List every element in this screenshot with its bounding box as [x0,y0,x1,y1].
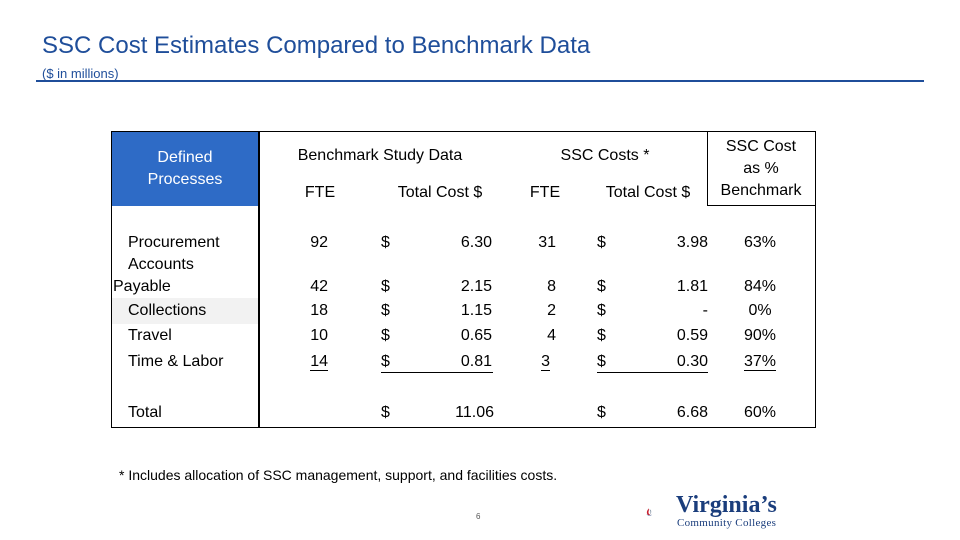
benchmark-cost: 6.30 [460,234,492,251]
ssc-pct: 84% [743,278,777,295]
page-number: 6 [476,512,481,521]
page-subtitle: ($ in millions) [42,66,119,81]
ssc-cost: 0.59 [676,327,708,344]
total-benchmark-cost: 11.06 [455,404,494,421]
total-ssc-cost: 6.68 [676,404,708,421]
pct-header-line1: SSC Cost [725,138,797,155]
ssc-fte: 2 [547,302,556,319]
ssc-total-header: Total Cost $ [605,184,691,201]
ssc-currency: $ [597,234,606,251]
data-table-box [259,131,816,428]
ssc-currency: $ [597,278,606,295]
process-label: Accounts [128,256,194,273]
benchmark-fte: 92 [310,234,328,251]
pct-header-underline [707,205,816,206]
process-column-box: Defined Processes [111,131,259,428]
benchmark-header: Benchmark Study Data [297,147,463,164]
process-label: Collections [128,302,207,319]
total-pct: 60% [743,404,777,421]
benchmark-cost: 0.65 [460,327,492,344]
process-label: Travel [128,327,172,344]
ssc-pct: 0% [748,302,772,319]
benchmark-currency: $ [381,234,390,251]
ssc-currency: $ [597,302,606,319]
ssc-cost: - [702,302,708,319]
footnote: * Includes allocation of SSC management,… [119,467,558,483]
benchmark-cost: 2.15 [460,278,492,295]
pct-header-divider [707,131,708,205]
ssc-fte: 31 [538,234,556,251]
pct-header-line3: Benchmark [720,182,802,199]
benchmark-currency: $ [381,302,390,319]
pct-header-line2: as % [743,160,779,177]
process-label: Payable [113,278,171,295]
row-highlight [112,298,258,324]
defined-processes-header: Defined Processes [112,132,258,206]
benchmark-total-header: Total Cost $ [397,184,483,201]
ssc-pct: 90% [743,327,777,344]
process-label: Procurement [128,234,220,251]
logo-tagline: Community Colleges [677,517,777,529]
ssc-fte: 8 [547,278,556,295]
benchmark-fte-header: FTE [304,184,336,201]
total-ssc-currency: $ [597,404,606,421]
benchmark-currency: $ [381,278,390,295]
benchmark-fte: 18 [310,302,328,319]
ssc-fte: 3 [541,353,550,371]
ssc-currency: $ [597,353,606,370]
ssc-costs-header: SSC Costs * [560,147,650,164]
ssc-fte-header: FTE [529,184,561,201]
ssc-currency: $ [597,327,606,344]
ssc-cost: 1.81 [676,278,708,295]
benchmark-fte: 42 [310,278,328,295]
logo-name: Virginia’s [676,492,777,518]
ssc-pct: 63% [743,234,777,251]
benchmark-cost: 1.15 [460,302,492,319]
ssc-cost: 0.30 [676,353,708,370]
vccs-logo-mark [646,508,652,516]
ssc-fte: 4 [547,327,556,344]
benchmark-currency: $ [381,327,390,344]
total-benchmark-currency: $ [381,404,390,421]
total-label: Total [128,404,162,421]
benchmark-currency: $ [381,353,390,370]
ssc-cost-line: $ 0.30 [597,352,708,373]
ssc-pct: 37% [743,353,777,371]
defined-processes-label: Defined Processes [147,149,223,188]
benchmark-fte: 10 [310,327,328,344]
title-rule [36,80,924,82]
ssc-cost: 3.98 [676,234,708,251]
benchmark-cost-line: $ 0.81 [381,352,493,373]
benchmark-cost: 0.81 [460,353,492,370]
process-label: Time & Labor [128,353,224,370]
page-title: SSC Cost Estimates Compared to Benchmark… [42,32,591,59]
benchmark-fte: 14 [310,353,328,371]
